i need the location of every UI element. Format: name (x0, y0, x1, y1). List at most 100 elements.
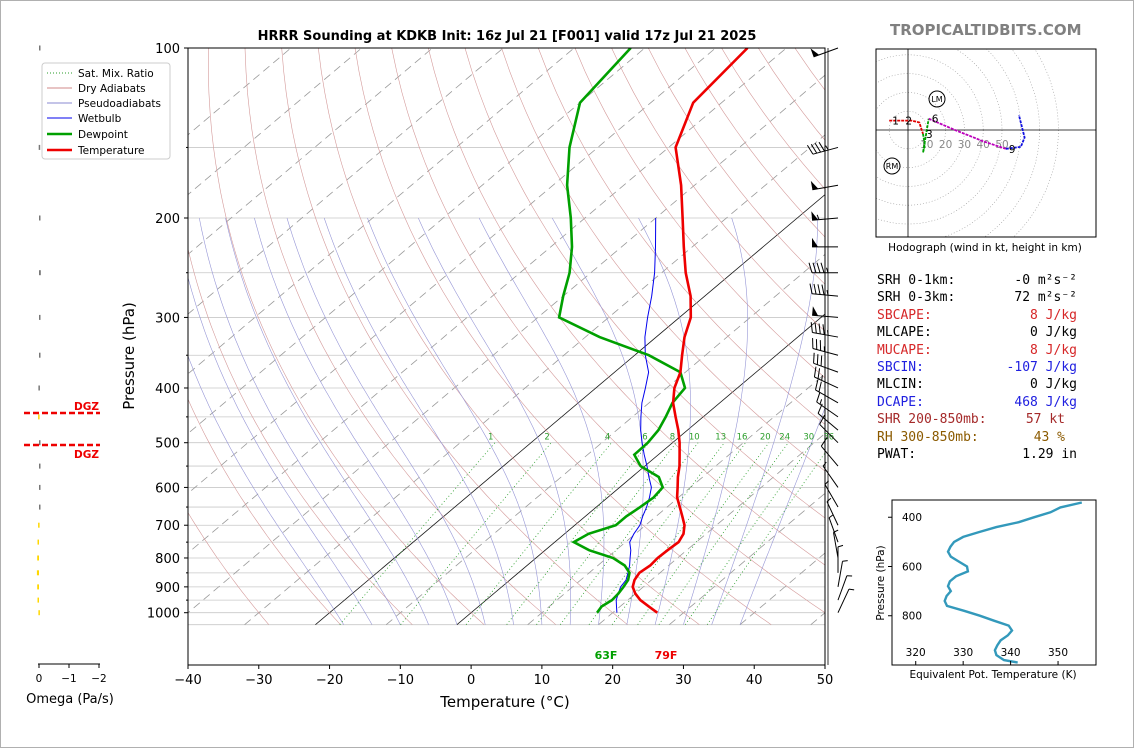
mixing-ratio-line (588, 442, 725, 625)
skewt-ytick-label: 400 (155, 382, 180, 397)
barb-half-flag (826, 290, 829, 296)
index-label: MUCAPE: (877, 342, 932, 358)
barb-flag (813, 283, 817, 295)
index-label: MLCAPE: (877, 325, 932, 341)
mixing-ratio-label: 1 (488, 433, 493, 443)
hodo-height-label: 2 (905, 116, 912, 128)
hodo-trace (889, 119, 924, 135)
dgz-top-label: DGZ (74, 401, 99, 413)
index-value: -107 J/kg (1006, 360, 1077, 375)
barb-flag (818, 381, 822, 392)
mixing-ratio-label: 13 (715, 433, 726, 443)
skewt-xtick-label: 10 (534, 673, 551, 688)
barb-half-flag (827, 330, 829, 336)
barb-flag (820, 437, 828, 447)
dry-adiabat-line (464, 48, 825, 519)
omega-bar (39, 504, 41, 510)
barb-staff (837, 561, 843, 587)
index-label: RH 300-850mb: (877, 429, 979, 445)
barb-half-flag (819, 399, 823, 405)
barb-flag (809, 283, 813, 294)
wind-barb (810, 47, 839, 58)
isotherm-line (188, 48, 433, 255)
index-value: 43 % (1033, 429, 1065, 445)
omega-bar (39, 270, 41, 276)
barb-pennant (810, 180, 819, 190)
omega-bar (39, 45, 41, 51)
barb-flag (813, 352, 815, 364)
barb-staff (812, 217, 839, 221)
barb-half-flag (826, 267, 829, 273)
index-value: 1.29 in (1022, 447, 1077, 462)
barb-staff (817, 413, 839, 431)
mixing-ratio-label: 8 (670, 433, 675, 443)
skewt-xtick-label: 40 (746, 673, 763, 688)
barb-flag (817, 368, 821, 379)
barb-staff (813, 47, 839, 58)
wind-barb (812, 338, 839, 356)
index-value: 72 m²s⁻² (1014, 290, 1077, 306)
skewt-ytick-label: 900 (155, 581, 180, 596)
skewt-xtick-label: 0 (467, 673, 475, 688)
barb-flag (814, 379, 819, 390)
skewt-ytick-label: 1000 (147, 607, 180, 622)
barb-half-flag (816, 214, 820, 220)
index-row: SRH 0-1km: -0 m²s⁻² (877, 273, 1077, 290)
mixing-ratio-label: 10 (689, 433, 700, 443)
index-row: SBCIN: -107 J/kg (877, 360, 1077, 377)
dry-adiabat-line (318, 48, 700, 625)
barb-staff (812, 184, 839, 191)
omega-bar (37, 584, 39, 590)
barb-staff (822, 465, 839, 488)
hodo-height-label: 3 (926, 129, 933, 141)
omega-xlabel: Omega (Pa/s) (26, 692, 114, 707)
barb-staff (833, 532, 839, 559)
barb-flag (817, 284, 821, 295)
hodo-trace (928, 117, 1007, 150)
index-value: 0 J/kg (1030, 325, 1077, 341)
index-value: 468 J/kg (1014, 394, 1077, 410)
barb-staff (812, 314, 839, 318)
mixing-ratio-line (658, 442, 789, 625)
mixing-ratio-line (339, 442, 496, 625)
index-label: SHR 200-850mb: (877, 412, 987, 428)
barb-flag (810, 322, 813, 333)
barb-half-flag (826, 497, 832, 503)
barb-staff (826, 501, 839, 526)
barb-staff (819, 423, 839, 444)
barb-flag (816, 391, 821, 403)
wind-barb (837, 575, 853, 601)
barb-flag (812, 262, 817, 273)
index-row: RH 300-850mb: 43 % (877, 430, 1077, 447)
skewt-profiles (557, 48, 749, 614)
barb-flag (820, 355, 823, 367)
wind-barb (813, 352, 839, 373)
pseudoadiabat-line (199, 217, 401, 625)
theta-e-ytick-label: 400 (902, 512, 922, 524)
legend-label-dewpoint: Dewpoint (78, 129, 128, 141)
wind-barb (833, 529, 839, 559)
skewt-xtick-label: −40 (174, 673, 201, 688)
wind-barbs (806, 47, 855, 665)
legend-label-temperature: Temperature (77, 145, 145, 157)
barb-half-flag (842, 560, 848, 562)
pseudoadiabat-line (418, 217, 572, 625)
skewt-ytick-label: 200 (155, 212, 180, 227)
omega-bar (38, 414, 40, 420)
pseudoadiabat-line (286, 217, 486, 625)
skewt-ytick-label: 600 (155, 481, 180, 496)
profile-dewpoint (557, 48, 687, 614)
barb-staff (824, 484, 839, 508)
index-row: MLCIN: 0 J/kg (877, 377, 1077, 394)
wind-barb (819, 414, 839, 444)
pseudoadiabat-line (188, 355, 344, 625)
omega-bar (39, 215, 41, 221)
omega-tick-label-1: −1 (61, 673, 76, 685)
wind-barb (808, 262, 839, 274)
index-row: DCAPE: 468 J/kg (877, 395, 1077, 412)
skewt-ticks: 1 2 4 6 8 10 13 16 20 24 30 36−40 −30 −20 −10 0 10 20 30 40… (147, 42, 834, 688)
isotherm-line (188, 48, 716, 494)
theta-e-panel: 320 330 340 350 400 600 800 Equivalent Pot. Te… (875, 499, 1097, 681)
